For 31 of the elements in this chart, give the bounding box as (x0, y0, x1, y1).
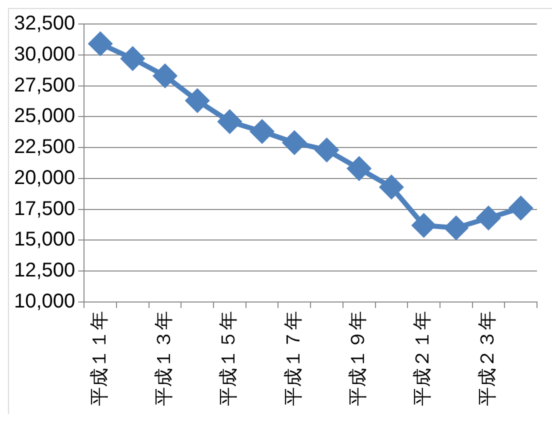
point (444, 216, 468, 240)
point (154, 64, 177, 88)
point (412, 214, 436, 237)
point (476, 206, 500, 230)
x-tick-label: 平成１７年 (282, 311, 304, 406)
y-tick-label: 30,000 (14, 43, 76, 66)
point (348, 157, 371, 180)
y-tick-label: 22,500 (14, 136, 76, 158)
x-tick-label: 平成１９年 (347, 311, 370, 406)
point (121, 47, 144, 70)
y-tick-label: 15,000 (14, 228, 76, 251)
x-tick-label: 平成２１年 (412, 311, 434, 406)
x-tick-label: 平成２３年 (476, 311, 498, 406)
y-tick-label: 10,000 (14, 290, 76, 313)
y-tick-label: 32,500 (14, 12, 76, 35)
y-tick-label: 12,500 (14, 260, 76, 282)
point (250, 120, 274, 143)
point (88, 32, 112, 56)
x-tick-label: 平成１３年 (152, 311, 175, 406)
point (509, 196, 532, 220)
point (315, 138, 338, 162)
x-tick-label: 平成１５年 (218, 311, 240, 406)
point (380, 176, 403, 199)
point (218, 110, 242, 134)
point (186, 89, 209, 112)
y-tick-label: 25,000 (14, 105, 76, 128)
y-tick-label: 20,000 (14, 166, 76, 189)
point (282, 131, 306, 154)
x-tick-label: 平成１１年 (88, 311, 110, 406)
y-tick-label: 17,500 (14, 198, 76, 220)
y-tick-label: 27,500 (14, 74, 76, 96)
